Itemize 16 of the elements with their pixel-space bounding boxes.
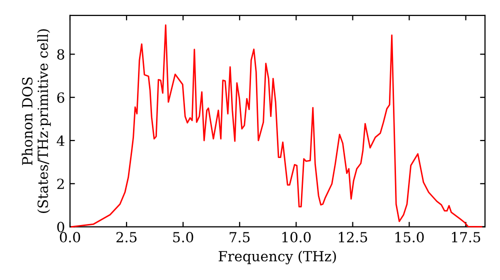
x-axis-title: Frequency (THz) — [218, 250, 336, 264]
x-tick-label: 10.0 — [282, 232, 311, 242]
y-tick-label: 0 — [57, 222, 64, 232]
x-tick-label: 0.0 — [60, 232, 80, 242]
y-axis-title: Phonon DOS (States/THz·primitive cell) — [22, 29, 51, 213]
y-tick-label: 8 — [57, 49, 64, 60]
y-tick-label: 4 — [56, 135, 64, 146]
x-tick-label: 15.0 — [395, 232, 424, 242]
y-tick-label: 6 — [57, 92, 64, 103]
y-tick-label: 2 — [57, 178, 64, 189]
x-tick-label: 12.5 — [338, 232, 368, 242]
line-series — [70, 24, 482, 228]
x-tick-label: 2.5 — [116, 232, 137, 242]
x-tick-label: 7.5 — [230, 232, 250, 242]
x-tick-label: 17.5 — [452, 232, 480, 242]
x-tick-label: 5.0 — [173, 232, 194, 242]
